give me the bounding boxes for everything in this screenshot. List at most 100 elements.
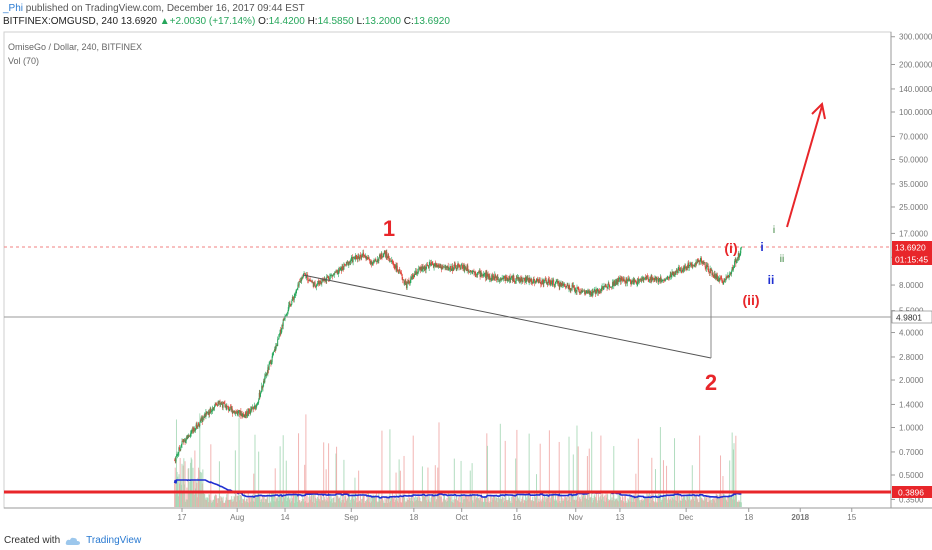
candle-body — [274, 348, 276, 351]
volume-bar — [228, 500, 230, 507]
candle-body — [423, 268, 425, 269]
volume-bar — [532, 500, 534, 507]
volume-bar — [732, 499, 734, 507]
volume-bar — [608, 500, 610, 507]
volume-bar — [193, 481, 195, 507]
volume-bar — [472, 502, 474, 507]
time-axis[interactable]: 17 Aug 14 Sep 18 Oct 16 Nov 13 Dec 18 2018 15 — [178, 508, 857, 522]
volume-bar — [554, 499, 556, 507]
volume-bar — [324, 499, 326, 507]
volume-bar — [534, 493, 536, 507]
volume-bar — [465, 495, 467, 507]
candle-body — [540, 284, 542, 285]
author-link[interactable]: _Phi — [3, 3, 24, 14]
candle-body — [523, 278, 525, 279]
candle-body — [278, 334, 280, 339]
candle-body — [206, 411, 208, 415]
candle-body — [226, 406, 228, 407]
symbol[interactable]: BITFINEX:OMGUSD, 240 — [3, 16, 119, 27]
volume-bar — [298, 433, 300, 507]
volume-bar — [497, 502, 499, 507]
candle-body — [269, 363, 271, 364]
volume-bar — [369, 502, 371, 507]
candle-body — [562, 284, 564, 286]
series-legend[interactable]: OmiseGo / Dollar, 240, BITFINEX — [8, 42, 143, 52]
candle-body — [520, 278, 522, 283]
volume-bar — [280, 495, 282, 507]
candle-body — [635, 281, 637, 282]
candle-body — [350, 257, 352, 262]
volume-bar — [674, 500, 676, 507]
candle-body — [491, 275, 493, 280]
volume-bar — [198, 470, 200, 507]
candle-body — [539, 279, 541, 283]
volume-bar — [605, 494, 607, 507]
volume-bar — [705, 495, 707, 507]
candle-body — [706, 264, 708, 267]
volume-bar — [301, 501, 303, 507]
volume-bar — [703, 501, 705, 507]
candle-body — [221, 404, 223, 408]
volume-bar — [440, 494, 442, 507]
candle-body — [439, 266, 441, 268]
volume-bar — [674, 438, 676, 507]
volume-bar — [244, 493, 246, 507]
volume-bar — [572, 454, 574, 507]
volume-bar — [569, 496, 571, 507]
volume-bar — [517, 499, 519, 507]
volume-bar — [390, 495, 392, 507]
candle-body — [375, 261, 377, 262]
candle-body — [503, 276, 505, 279]
candle-body — [698, 261, 700, 263]
candle-body — [264, 374, 266, 377]
trend-line[interactable] — [302, 274, 712, 359]
volume-bar — [691, 499, 693, 507]
volume-legend[interactable]: Vol (70) — [8, 56, 40, 66]
candle-body — [368, 257, 370, 260]
volume-bar — [451, 494, 453, 507]
publish-text: published on TradingView.com, December 1… — [25, 3, 305, 14]
volume-bar — [661, 496, 663, 507]
tradingview-brand[interactable]: TradingView — [86, 535, 142, 546]
volume-bar — [407, 500, 409, 507]
candle-body — [316, 284, 318, 286]
volume-bar — [638, 495, 640, 507]
volume-bar — [673, 499, 675, 507]
volume-bar — [185, 501, 187, 507]
candle-body — [589, 291, 591, 295]
volume-bar — [667, 497, 669, 507]
volume-bar — [712, 499, 714, 507]
volume-bar — [345, 494, 347, 507]
volume-bar — [261, 498, 263, 507]
volume-bar — [492, 499, 494, 507]
candle-body — [688, 263, 690, 268]
candle-body — [409, 282, 411, 284]
volume-bar — [415, 495, 417, 507]
volume-bar — [567, 500, 569, 507]
volume-bar — [627, 498, 629, 507]
volume-bar — [391, 493, 393, 507]
volume-bar — [648, 495, 650, 507]
candle-body — [549, 282, 551, 285]
price-axis[interactable]: 300.0000200.0000140.0000100.000070.00005… — [891, 33, 932, 505]
volume-bar — [681, 498, 683, 507]
candle-body — [449, 266, 451, 269]
candle-body — [223, 402, 225, 404]
volume-bar — [440, 496, 442, 507]
volume-bar — [423, 493, 425, 507]
candle-body — [650, 277, 652, 281]
volume-bar — [225, 497, 227, 507]
candle-body — [582, 290, 584, 293]
volume-bar — [180, 480, 182, 507]
candle-body — [669, 276, 671, 278]
candle-body — [288, 305, 290, 311]
candle-body — [454, 264, 456, 266]
projection-arrow[interactable] — [786, 105, 823, 228]
candle-body — [647, 276, 649, 280]
candle-body — [407, 282, 409, 283]
volume-bar — [175, 494, 177, 507]
volume-bar — [456, 496, 458, 507]
candle-body — [654, 277, 656, 279]
candle-body — [372, 262, 374, 264]
